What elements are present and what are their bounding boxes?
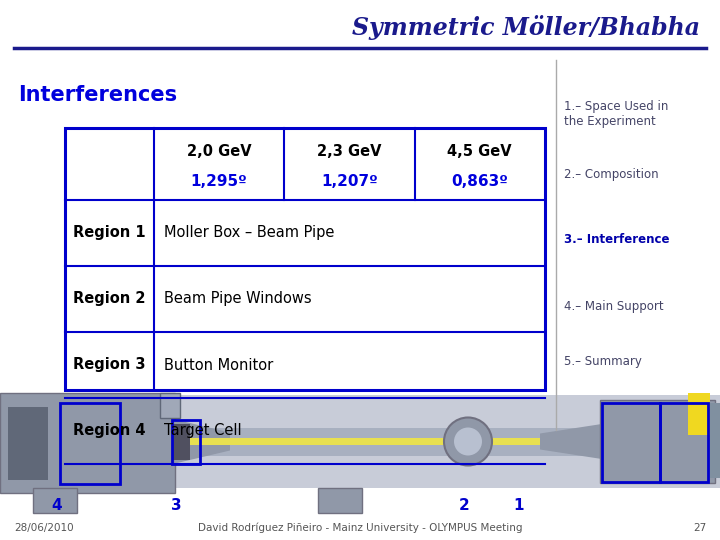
Text: 0,863º: 0,863º — [451, 174, 508, 190]
Polygon shape — [175, 420, 230, 463]
Bar — [172, 423, 190, 460]
Text: Beam Pipe Windows: Beam Pipe Windows — [164, 292, 312, 307]
Bar — [0, 395, 720, 488]
Text: 5.– Summary: 5.– Summary — [564, 355, 642, 368]
Text: 2.– Composition: 2.– Composition — [564, 168, 659, 181]
Bar — [600, 400, 715, 483]
Text: 2,0 GeV: 2,0 GeV — [186, 145, 251, 159]
Text: Target Cell: Target Cell — [164, 423, 241, 438]
Text: Button Monitor: Button Monitor — [164, 357, 273, 373]
Bar — [33, 488, 77, 513]
Text: Region 4: Region 4 — [73, 423, 145, 438]
Bar — [0, 393, 175, 493]
Bar — [318, 488, 362, 513]
Text: 27: 27 — [693, 523, 706, 533]
Bar — [8, 407, 48, 480]
Text: Interferences: Interferences — [18, 85, 177, 105]
Text: Region 2: Region 2 — [73, 292, 145, 307]
Text: 4.– Main Support: 4.– Main Support — [564, 300, 664, 313]
Bar — [65, 128, 545, 390]
Text: Moller Box – Beam Pipe: Moller Box – Beam Pipe — [164, 226, 334, 240]
Bar — [175, 428, 605, 456]
Text: 28/06/2010: 28/06/2010 — [14, 523, 73, 533]
Bar — [175, 438, 605, 445]
Bar — [172, 420, 200, 463]
Text: 4: 4 — [51, 498, 61, 513]
Text: 1: 1 — [513, 498, 523, 513]
Text: Region 3: Region 3 — [73, 357, 145, 373]
Text: 3: 3 — [171, 498, 181, 513]
Circle shape — [444, 417, 492, 465]
Bar — [688, 393, 710, 435]
Text: Symmetric Möller/Bhabha: Symmetric Möller/Bhabha — [352, 16, 700, 40]
Text: David Rodríguez Piñeiro - Mainz University - OLYMPUS Meeting: David Rodríguez Piñeiro - Mainz Universi… — [198, 523, 522, 534]
Text: Region 1: Region 1 — [73, 226, 145, 240]
Polygon shape — [540, 423, 605, 460]
Circle shape — [454, 428, 482, 456]
Bar — [602, 403, 660, 482]
Text: 1,295º: 1,295º — [191, 174, 248, 190]
Bar — [60, 403, 120, 484]
Text: 2: 2 — [459, 498, 469, 513]
Bar — [710, 403, 720, 478]
Text: 3.– Interference: 3.– Interference — [564, 233, 670, 246]
Text: 1.– Space Used in
the Experiment: 1.– Space Used in the Experiment — [564, 100, 668, 128]
Bar — [160, 393, 180, 418]
Text: 4,5 GeV: 4,5 GeV — [448, 145, 512, 159]
Text: 1,207º: 1,207º — [321, 174, 378, 190]
Text: 2,3 GeV: 2,3 GeV — [317, 145, 382, 159]
Bar — [660, 403, 708, 482]
